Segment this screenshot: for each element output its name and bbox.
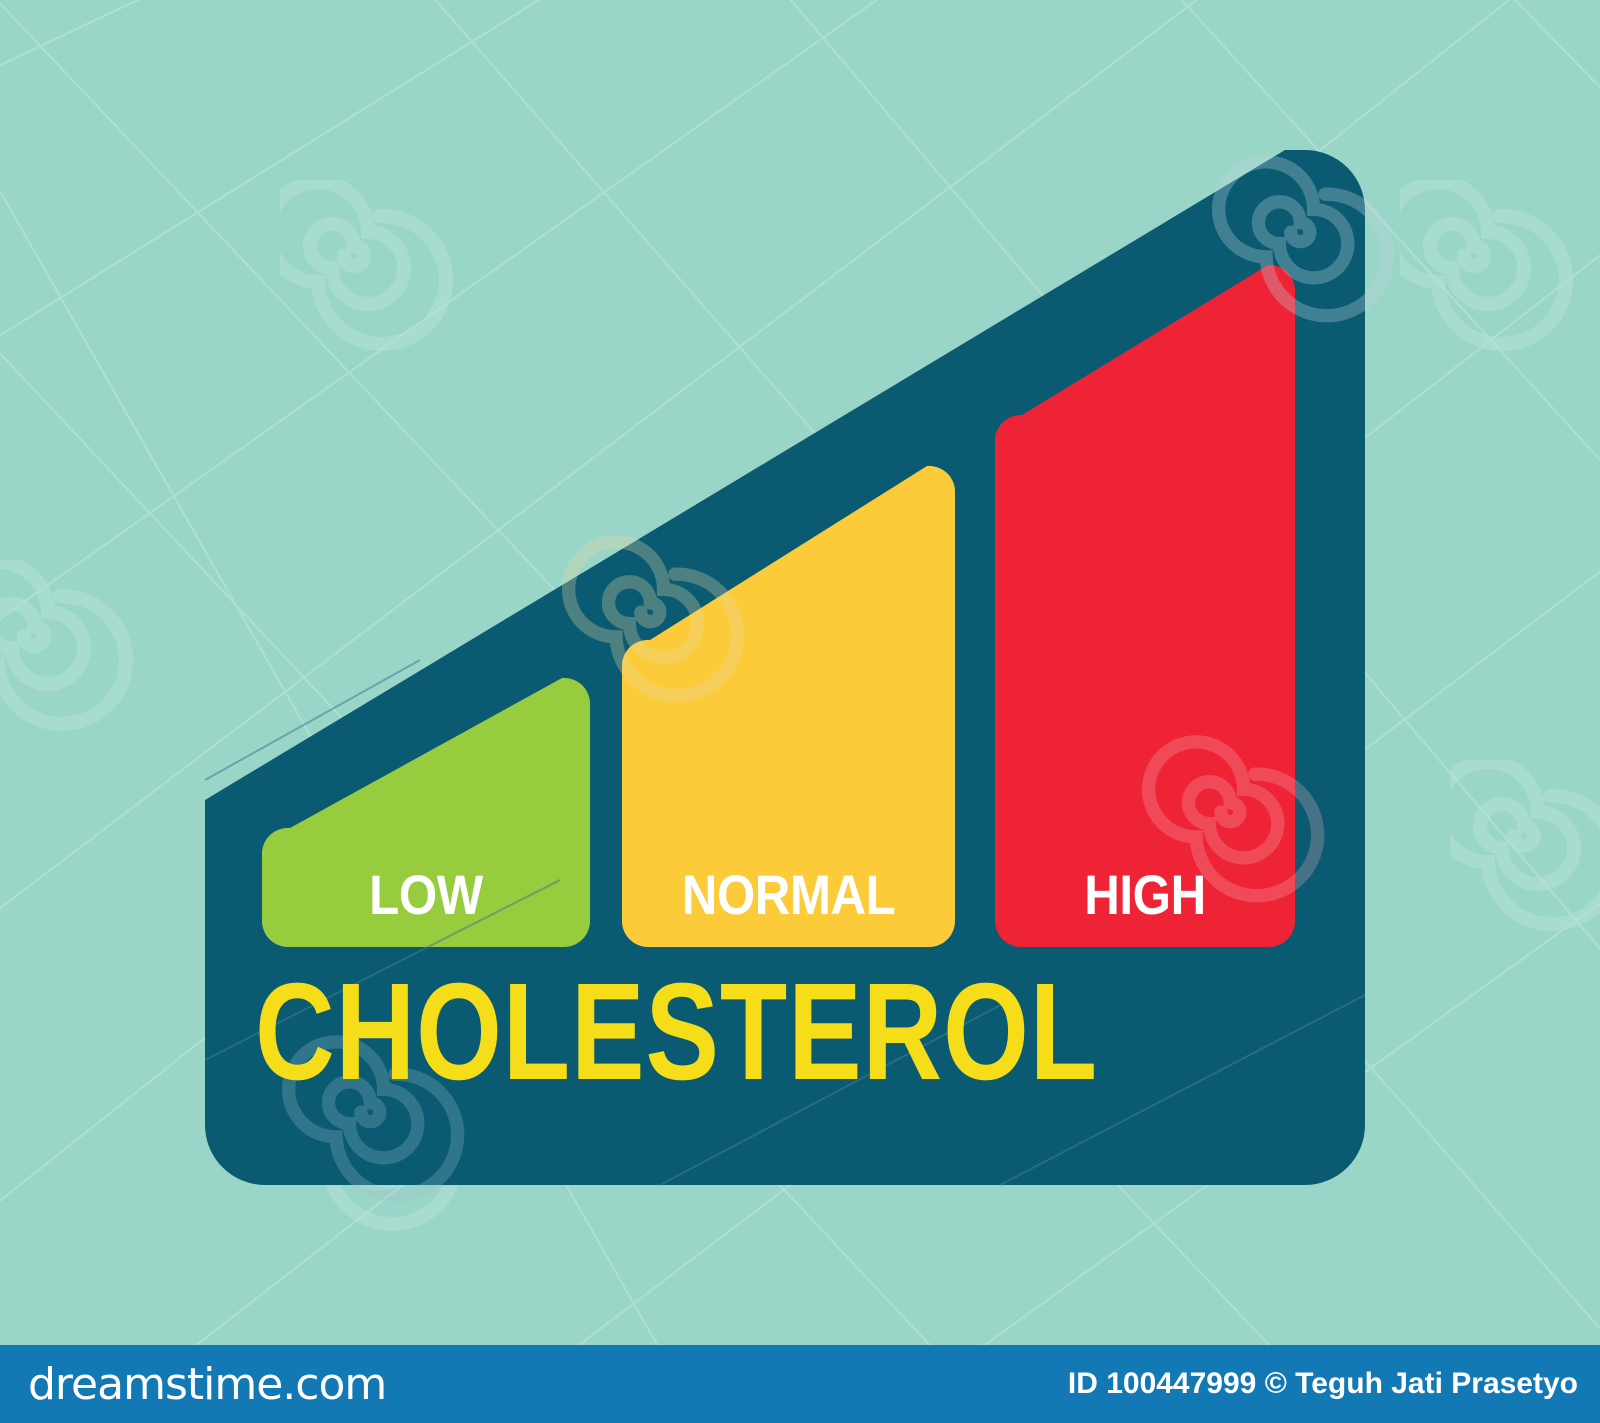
watermark-spiral-icon [1141,735,1325,903]
bar-label-high: HIGH [1084,863,1206,926]
bar-label-normal: NORMAL [681,863,896,926]
cholesterol-gauge-graphic [204,150,1395,1203]
bar-normal[interactable] [622,465,955,947]
bar-low[interactable] [262,677,590,947]
watermark-spiral-icon [561,535,745,703]
image-credit-text: ID 100447999 © Teguh Jati Prasetyo [1067,1367,1578,1400]
watermark-spiral-icon [281,1035,465,1203]
watermark-footer-bar: dreamstime.com ID 100447999 © Teguh Jati… [0,1345,1600,1423]
bar-high[interactable] [995,264,1295,947]
watermark-spiral-icon [1211,155,1395,323]
dreamstime-logo[interactable]: dreamstime.com [28,1359,387,1410]
bar-label-low: LOW [369,863,483,926]
panel-watermark-lines [204,659,1366,1186]
graphic-title: CHOLESTEROL [255,955,1098,1109]
